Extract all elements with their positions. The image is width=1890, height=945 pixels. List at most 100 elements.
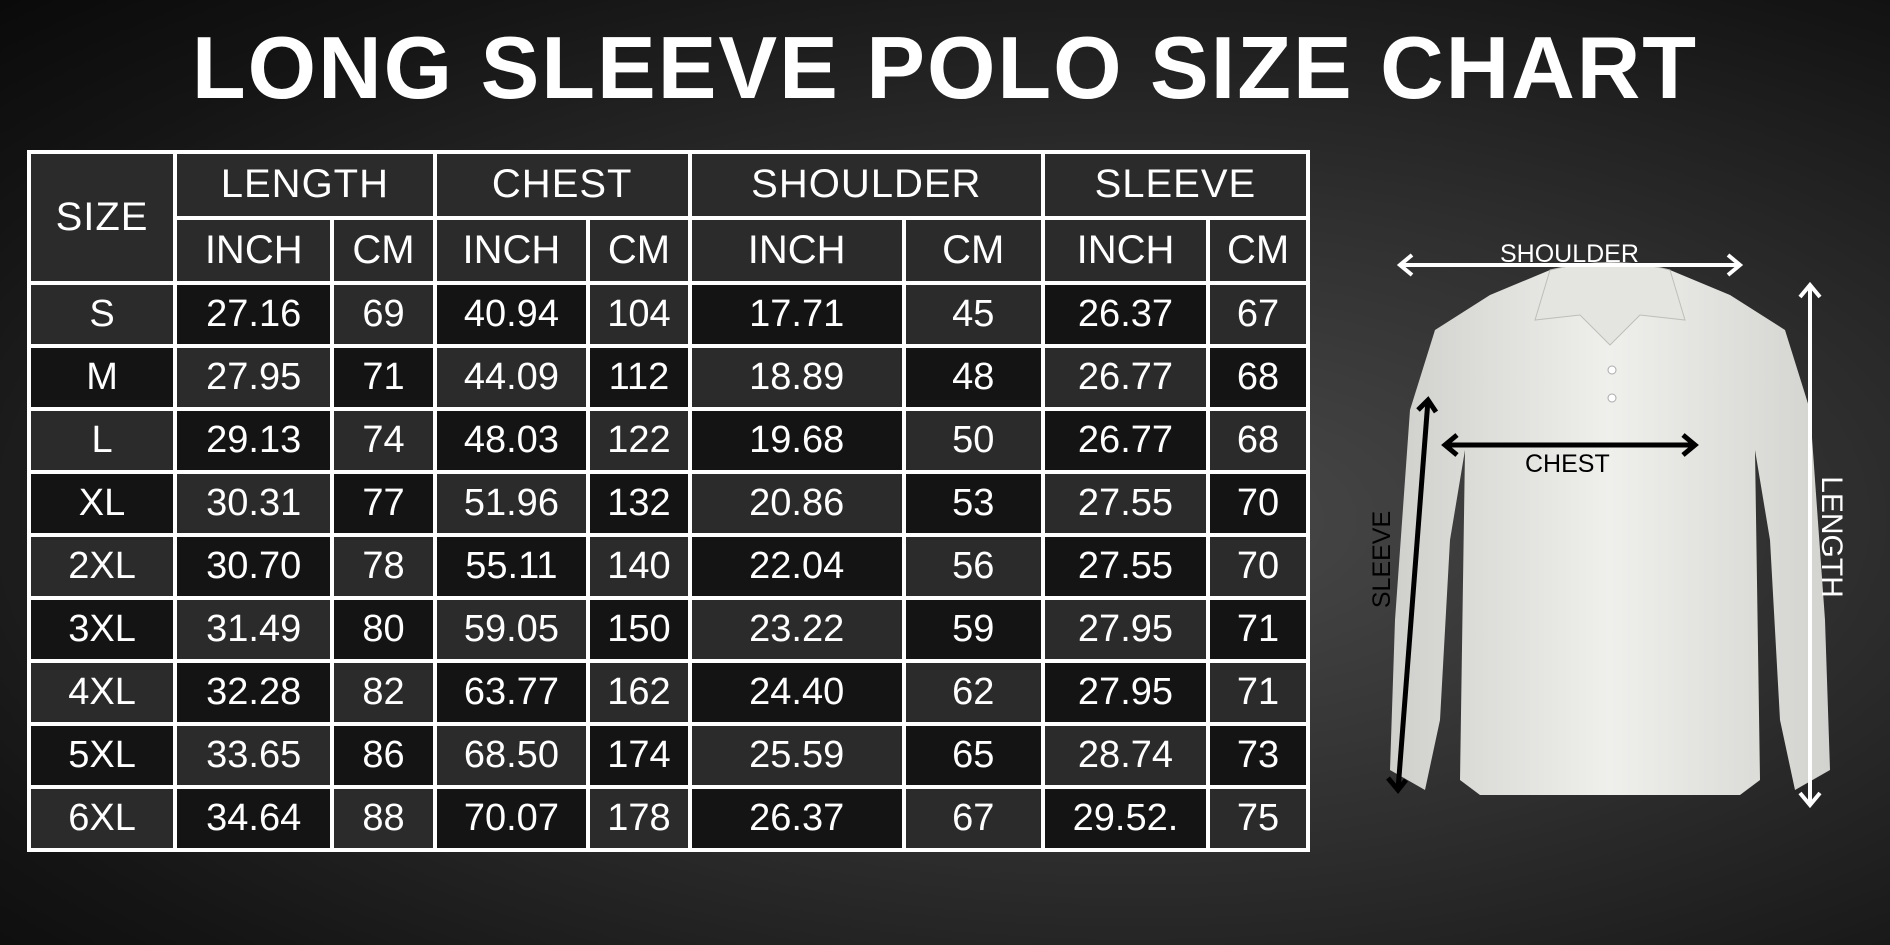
unit-header: INCH: [173, 215, 335, 286]
value-cell: 32.28: [173, 659, 335, 726]
value-cell: 67: [901, 784, 1045, 853]
value-cell: 70: [1206, 470, 1310, 538]
table-row: 6XL 34.64 88 70.07 178 26.37 67 29.52. 75: [26, 784, 1310, 853]
table-row: S 27.16 69 40.94 104 17.71 45 26.37 67: [26, 281, 1310, 349]
value-cell: 78: [330, 533, 437, 601]
length-arrow: [1798, 281, 1822, 809]
value-cell: 31.49: [173, 596, 335, 663]
value-cell: 59.05: [432, 596, 591, 663]
value-cell: 30.70: [173, 533, 335, 601]
value-cell: 71: [1206, 659, 1310, 726]
size-cell: XL: [26, 470, 178, 538]
table-row: 2XL 30.70 78 55.11 140 22.04 56 27.55 70: [26, 533, 1310, 601]
value-cell: 86: [330, 721, 437, 789]
value-cell: 80: [330, 596, 437, 663]
size-cell: 2XL: [26, 533, 178, 601]
value-cell: 50: [901, 407, 1045, 475]
table-row: XL 30.31 77 51.96 132 20.86 53 27.55 70: [26, 470, 1310, 538]
size-cell: 5XL: [26, 721, 178, 789]
size-cell: 6XL: [26, 784, 178, 853]
header-row-groups: SIZE LENGTH CHEST SHOULDER SLEEVE: [26, 149, 1311, 286]
group-header-shoulder: SHOULDER: [687, 150, 1045, 220]
unit-header: CM: [330, 215, 437, 286]
page-title: LONG SLEEVE POLO SIZE CHART: [191, 18, 1699, 117]
unit-header: CM: [586, 215, 692, 286]
polo-shirt-illustration: [1386, 253, 1830, 809]
value-cell: 34.64: [173, 784, 335, 853]
value-cell: 48: [901, 344, 1045, 412]
value-cell: 27.95: [1040, 596, 1211, 663]
value-cell: 22.04: [687, 533, 906, 601]
value-cell: 25.59: [687, 721, 906, 789]
value-cell: 112: [586, 344, 692, 412]
value-cell: 30.31: [173, 470, 335, 538]
header-row-units: INCH CM INCH CM INCH CM INCH CM: [29, 215, 1310, 286]
table-row: 3XL 31.49 80 59.05 150 23.22 59 27.95 71: [26, 596, 1310, 663]
value-cell: 53: [901, 470, 1045, 538]
value-cell: 174: [586, 721, 692, 789]
value-cell: 55.11: [432, 533, 591, 601]
table-row: L 29.13 74 48.03 122 19.68 50 26.77 68: [26, 407, 1310, 475]
value-cell: 140: [586, 533, 692, 601]
unit-header: CM: [901, 215, 1045, 286]
unit-header: CM: [1206, 215, 1310, 286]
size-cell: 3XL: [26, 596, 178, 663]
value-cell: 67: [1206, 281, 1310, 349]
value-cell: 63.77: [432, 659, 591, 726]
value-cell: 24.40: [687, 659, 906, 726]
value-cell: 77: [330, 470, 437, 538]
size-cell: 4XL: [26, 659, 178, 726]
value-cell: 27.55: [1040, 533, 1211, 601]
table-row: 5XL 33.65 86 68.50 174 25.59 65 28.74 73: [26, 721, 1310, 789]
value-cell: 88: [330, 784, 437, 853]
shoulder-label: SHOULDER: [1500, 240, 1639, 268]
chest-label: CHEST: [1525, 450, 1610, 478]
value-cell: 59: [901, 596, 1045, 663]
value-cell: 27.55: [1040, 470, 1211, 538]
unit-header: INCH: [432, 215, 591, 286]
value-cell: 75: [1206, 784, 1310, 853]
value-cell: 178: [586, 784, 692, 853]
sleeve-label: SLEEVE: [1368, 510, 1397, 609]
sleeve-arrow: [1386, 396, 1439, 794]
value-cell: 150: [586, 596, 692, 663]
value-cell: 26.77: [1040, 407, 1211, 475]
length-label: LENGTH: [1814, 476, 1848, 598]
value-cell: 48.03: [432, 407, 591, 475]
value-cell: 26.77: [1040, 344, 1211, 412]
chest-arrow: [1441, 433, 1699, 457]
value-cell: 56: [901, 533, 1045, 601]
value-cell: 162: [586, 659, 692, 726]
value-cell: 65: [901, 721, 1045, 789]
table-row: 4XL 32.28 82 63.77 162 24.40 62 27.95 71: [26, 659, 1310, 726]
value-cell: 27.95: [1040, 659, 1211, 726]
value-cell: 20.86: [687, 470, 906, 538]
size-cell: S: [26, 281, 178, 349]
value-cell: 68: [1206, 344, 1310, 412]
value-cell: 74: [330, 407, 437, 475]
value-cell: 70.07: [432, 784, 591, 853]
value-cell: 40.94: [432, 281, 591, 349]
value-cell: 23.22: [687, 596, 906, 663]
value-cell: 26.37: [1040, 281, 1211, 349]
value-cell: 62: [901, 659, 1045, 726]
shirt-diagram: SHOULDER CHEST SLEEVE LENGTH: [1340, 240, 1880, 820]
value-cell: 29.13: [173, 407, 335, 475]
value-cell: 70: [1206, 533, 1310, 601]
value-cell: 69: [330, 281, 437, 349]
shirt-body: [1390, 270, 1830, 795]
value-cell: 27.95: [173, 344, 335, 412]
value-cell: 45: [901, 281, 1045, 349]
value-cell: 68: [1206, 407, 1310, 475]
value-cell: 18.89: [687, 344, 906, 412]
size-cell: M: [26, 344, 178, 412]
value-cell: 28.74: [1040, 721, 1211, 789]
value-cell: 33.65: [173, 721, 335, 789]
size-header: SIZE: [26, 149, 178, 286]
size-cell: L: [26, 407, 178, 475]
value-cell: 132: [586, 470, 692, 538]
group-header-chest: CHEST: [432, 150, 692, 220]
value-cell: 44.09: [432, 344, 591, 412]
value-cell: 71: [330, 344, 437, 412]
value-cell: 82: [330, 659, 437, 726]
